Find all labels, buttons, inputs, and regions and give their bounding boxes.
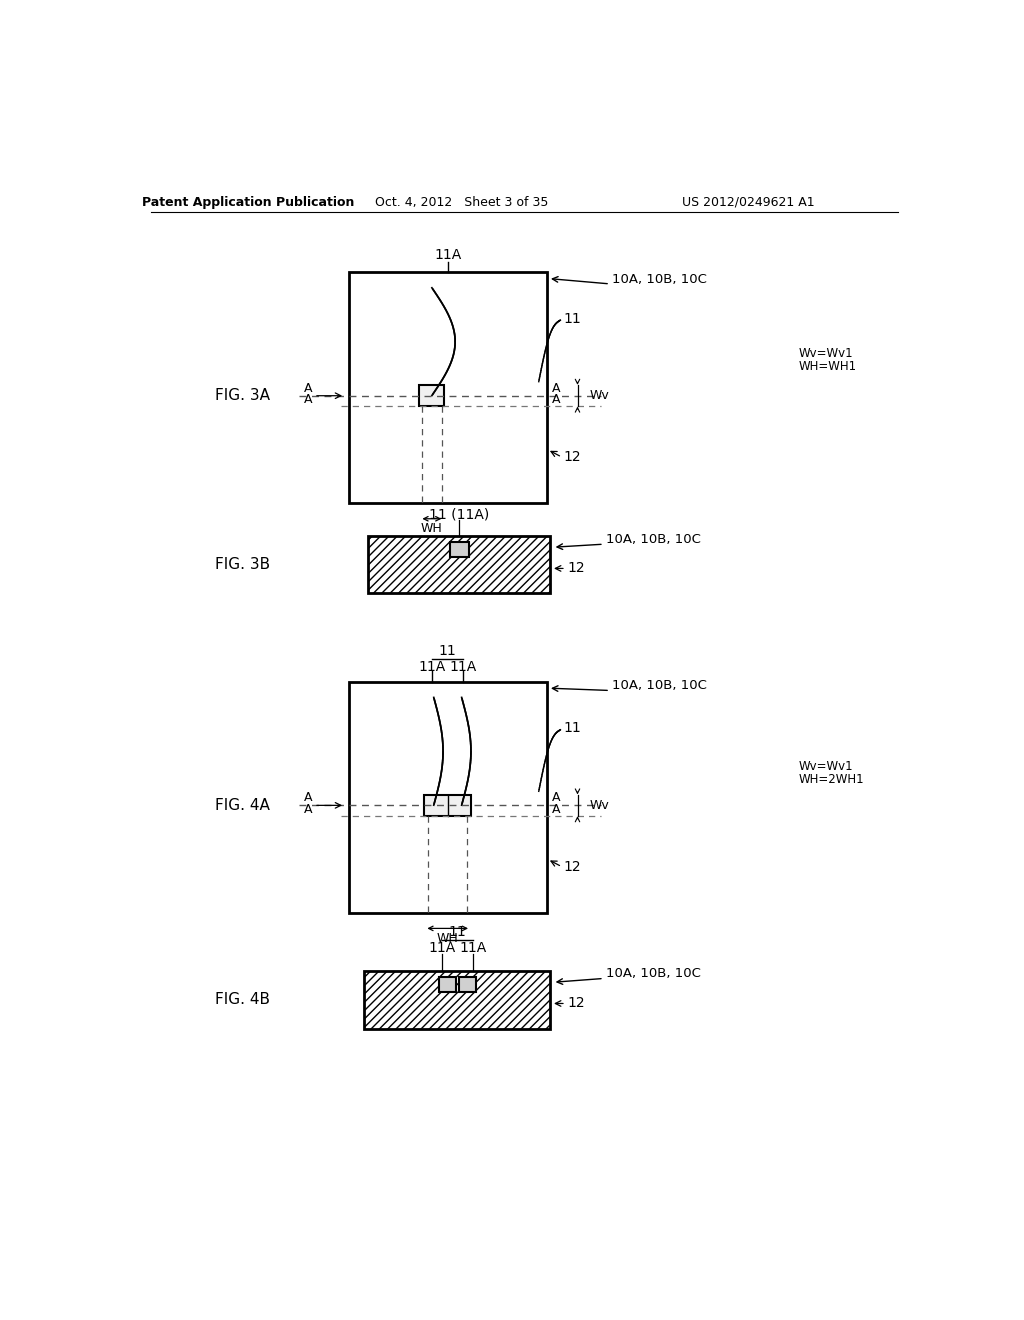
Text: A: A	[304, 803, 312, 816]
Bar	[369, 536, 550, 594]
Text: WH=WH1: WH=WH1	[799, 360, 856, 372]
Text: 12: 12	[563, 450, 582, 465]
Text: Patent Application Publication: Patent Application Publication	[142, 195, 354, 209]
Text: A: A	[304, 381, 312, 395]
Text: Wv: Wv	[589, 389, 609, 403]
Text: 11A: 11A	[428, 941, 456, 954]
Text: 12: 12	[567, 997, 585, 1011]
Bar	[459, 977, 476, 991]
Text: A: A	[552, 803, 560, 816]
Text: FIG. 4B: FIG. 4B	[215, 993, 270, 1007]
Bar	[424, 795, 471, 816]
Text: 11A: 11A	[419, 660, 445, 673]
Bar	[450, 541, 469, 557]
Text: FIG. 4A: FIG. 4A	[215, 797, 270, 813]
Text: 10A, 10B, 10C: 10A, 10B, 10C	[612, 680, 708, 693]
Text: A: A	[304, 393, 312, 407]
Text: Wv=Wv1: Wv=Wv1	[799, 347, 853, 360]
Text: WH: WH	[437, 932, 459, 945]
Text: WH: WH	[421, 523, 442, 536]
Text: 11: 11	[563, 721, 582, 735]
Text: 12: 12	[563, 859, 582, 874]
Text: 10A, 10B, 10C: 10A, 10B, 10C	[606, 533, 701, 546]
Text: FIG. 3A: FIG. 3A	[215, 388, 270, 403]
Text: A: A	[552, 791, 560, 804]
Bar	[365, 970, 550, 1028]
Text: 11A: 11A	[459, 941, 486, 954]
Text: A: A	[552, 381, 560, 395]
Text: 11: 11	[449, 925, 466, 940]
Text: 11 (11A): 11 (11A)	[429, 507, 489, 521]
Text: WH=2WH1: WH=2WH1	[799, 774, 864, 787]
Bar	[438, 977, 456, 991]
Bar	[349, 682, 547, 913]
Bar	[349, 272, 547, 503]
Text: A: A	[304, 791, 312, 804]
Text: US 2012/0249621 A1: US 2012/0249621 A1	[682, 195, 814, 209]
Text: A: A	[552, 393, 560, 407]
Text: 11: 11	[439, 644, 457, 659]
Text: Oct. 4, 2012   Sheet 3 of 35: Oct. 4, 2012 Sheet 3 of 35	[375, 195, 548, 209]
Text: 10A, 10B, 10C: 10A, 10B, 10C	[606, 968, 701, 981]
Text: 11A: 11A	[450, 660, 477, 673]
Text: 12: 12	[567, 561, 585, 576]
Bar	[420, 385, 444, 407]
Text: 11: 11	[563, 312, 582, 326]
Text: FIG. 3B: FIG. 3B	[215, 557, 270, 572]
Text: Wv: Wv	[589, 799, 609, 812]
Text: Wv=Wv1: Wv=Wv1	[799, 760, 853, 774]
Text: 11A: 11A	[434, 248, 462, 263]
Text: 10A, 10B, 10C: 10A, 10B, 10C	[612, 273, 708, 286]
